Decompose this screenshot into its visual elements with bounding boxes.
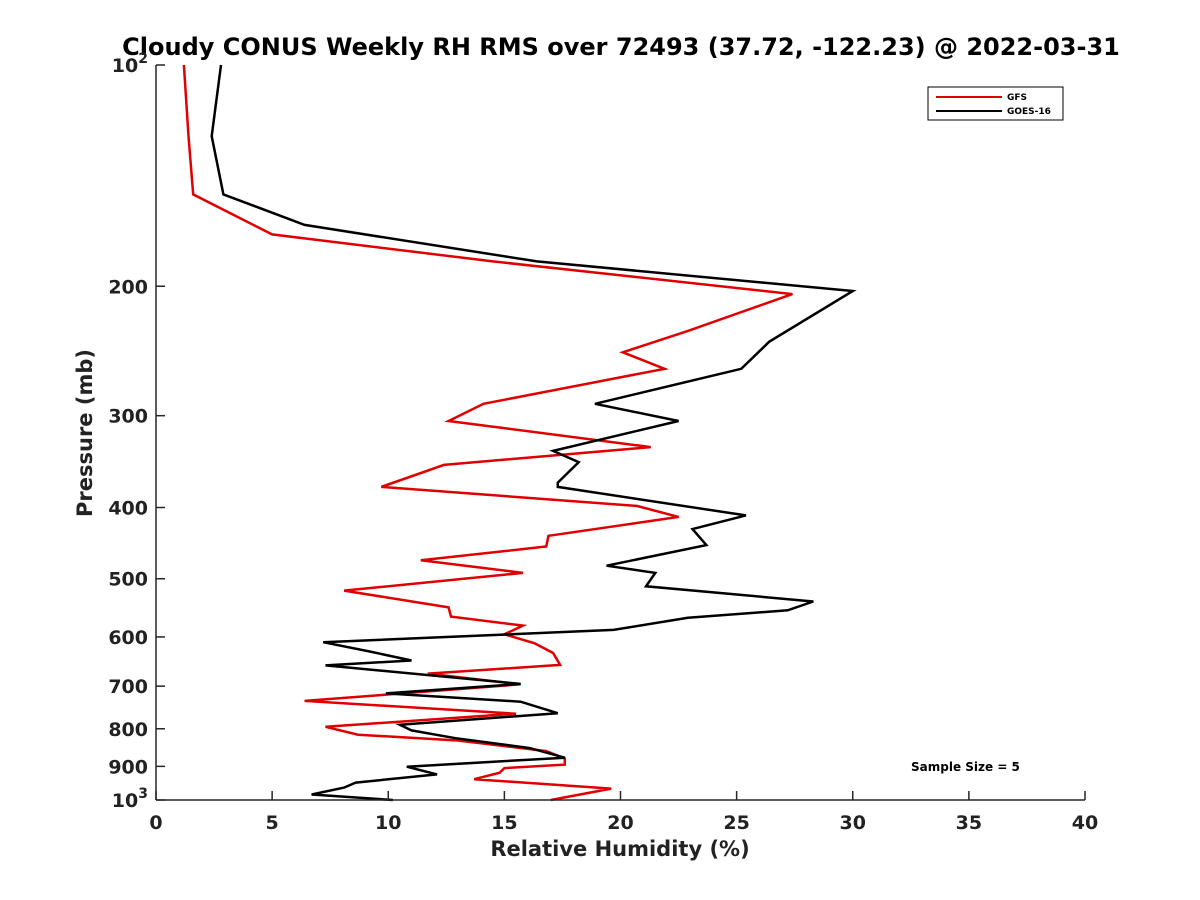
- x-tick-label: 40: [1072, 812, 1098, 834]
- x-tick-label: 35: [956, 812, 982, 834]
- y-tick-label: 200: [108, 276, 148, 298]
- sample-size-annotation: Sample Size = 5: [911, 760, 1020, 774]
- x-tick-label: 10: [375, 812, 401, 834]
- legend-label-goes16: GOES-16: [1007, 107, 1051, 117]
- y-axis-label: Pressure (mb): [73, 349, 97, 517]
- y-tick-label: 500: [108, 569, 148, 591]
- series-line-gfs: [182, 64, 793, 802]
- y-tick-label: 102: [112, 51, 148, 77]
- x-tick-label: 15: [491, 812, 517, 834]
- x-tick-label: 0: [149, 812, 162, 834]
- x-tick-label: 20: [607, 812, 633, 834]
- legend: GFS GOES-16: [927, 86, 1064, 121]
- series-line-goes16: [210, 64, 857, 802]
- x-axis-label: Relative Humidity (%): [490, 837, 749, 861]
- y-tick-label: 900: [108, 756, 148, 778]
- y-tick-label: 600: [108, 627, 148, 649]
- y-tick-label: 400: [108, 498, 148, 520]
- series-group: [182, 64, 857, 802]
- y-tick-label: 300: [108, 406, 148, 428]
- chart-title: Cloudy CONUS Weekly RH RMS over 72493 (3…: [122, 33, 1120, 61]
- axis-ticks: 0 5 10 15 20 25 30 35 40 102 200 300 400 500 600 700 800…: [108, 51, 1098, 834]
- legend-box: [927, 86, 1064, 121]
- y-tick-label: 800: [108, 719, 148, 741]
- y-tick-label: 700: [108, 676, 148, 698]
- x-tick-label: 25: [723, 812, 749, 834]
- y-tick-label: 103: [112, 786, 148, 812]
- legend-label-gfs: GFS: [1007, 93, 1027, 103]
- x-tick-label: 30: [840, 812, 866, 834]
- x-tick-label: 5: [266, 812, 279, 834]
